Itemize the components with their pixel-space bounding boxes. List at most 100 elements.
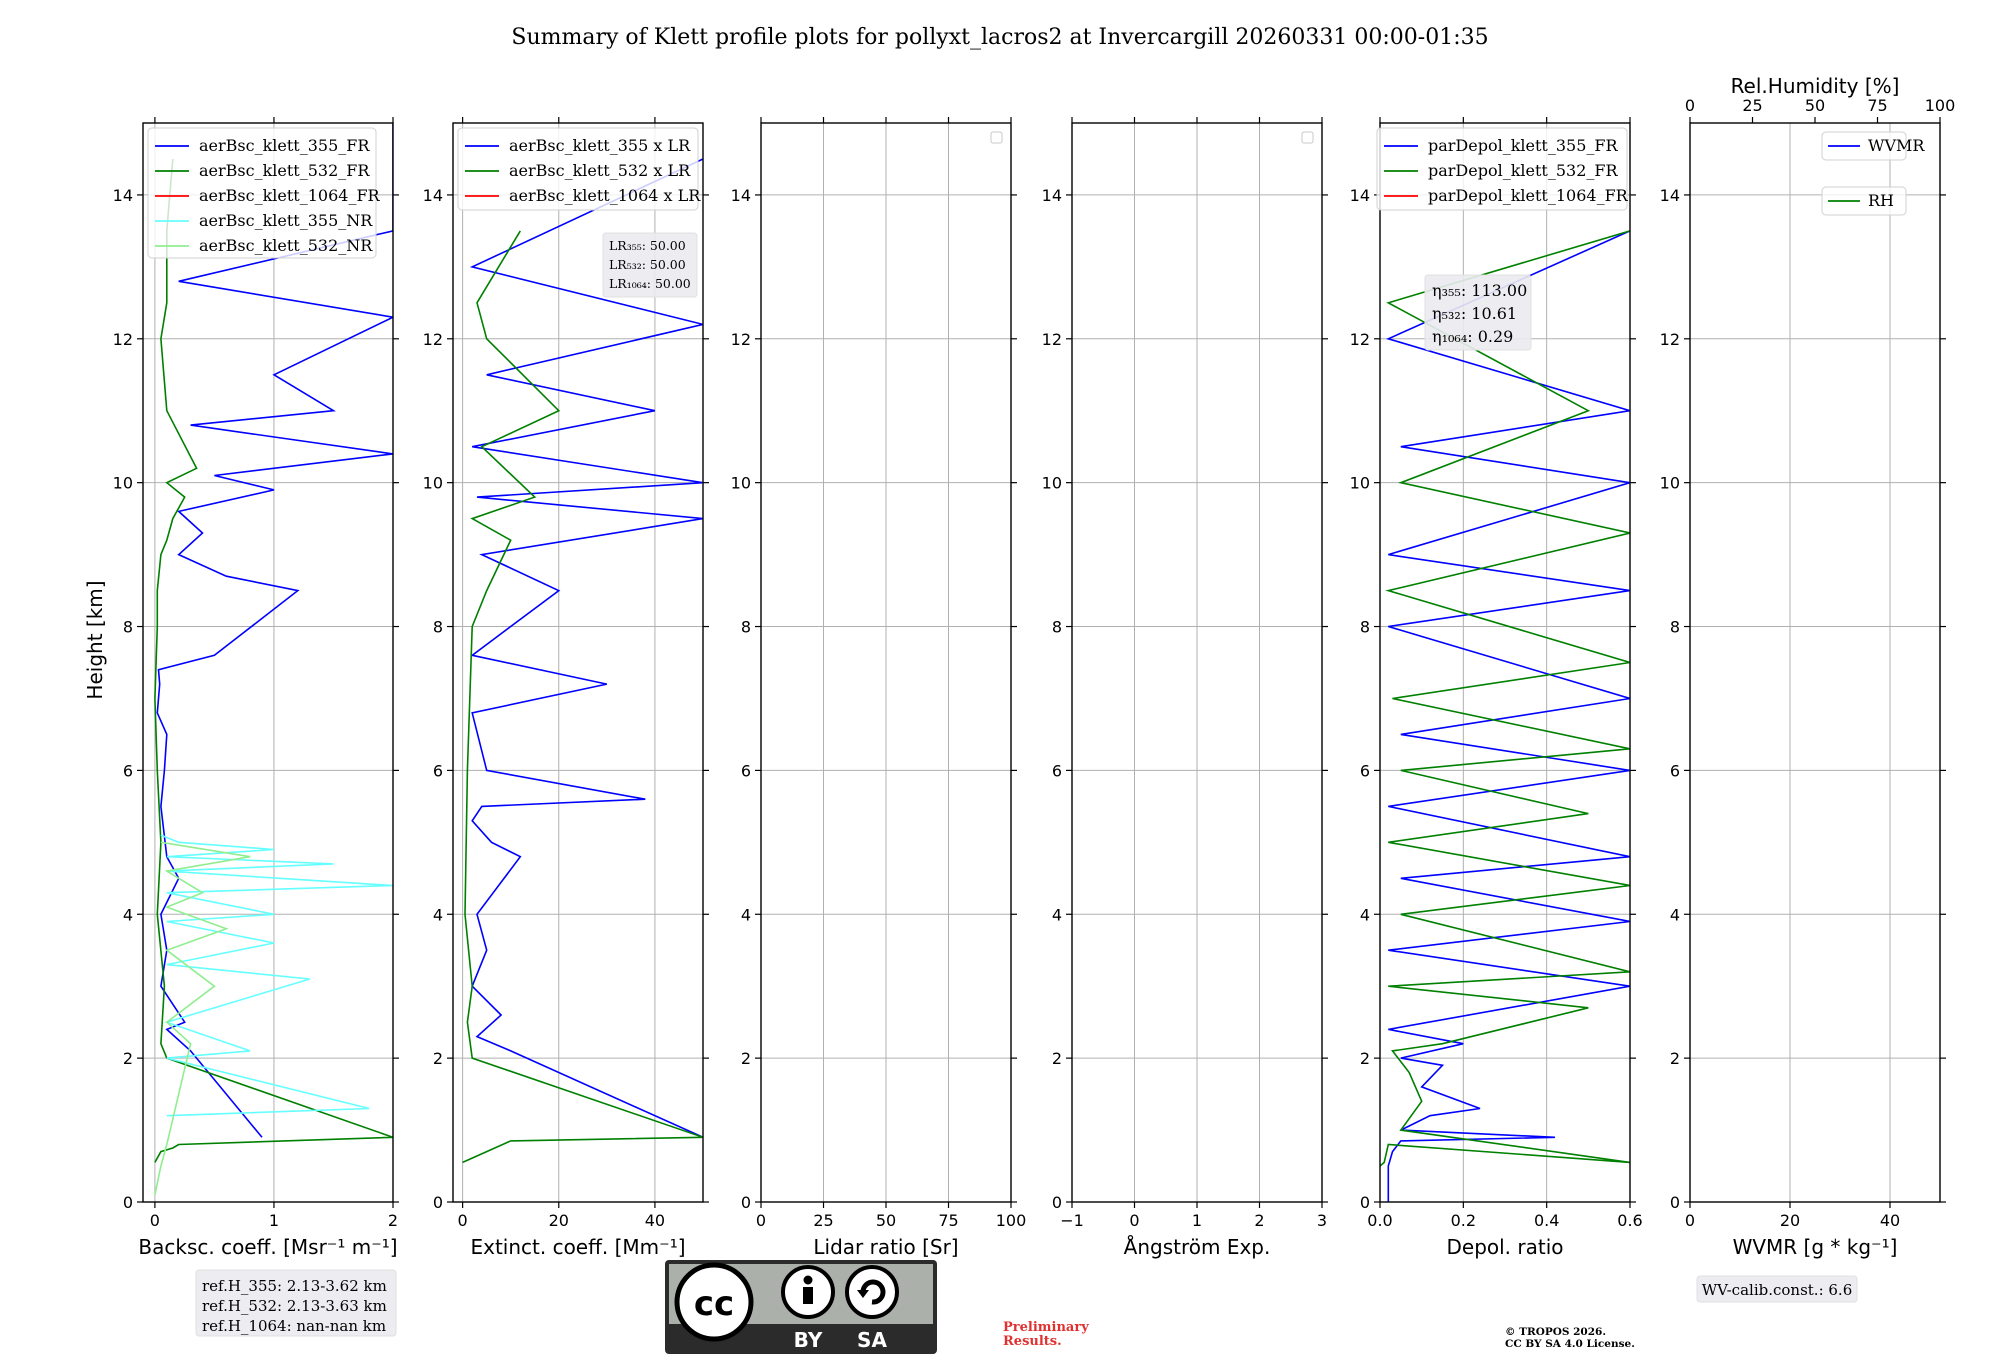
y-tick-label: 6 <box>433 761 443 780</box>
series-aerBsc_klett_355_NR <box>160 834 393 1117</box>
y-tick-label: 8 <box>123 618 133 637</box>
lidar-ratio-value: LR₃₅₅: 50.00 <box>609 238 686 253</box>
x-axis-label: Extinct. coeff. [Mm⁻¹] <box>470 1235 685 1259</box>
y-tick-label: 10 <box>1042 474 1062 493</box>
y-tick-label: 2 <box>433 1049 443 1068</box>
y-tick-label: 0 <box>741 1193 751 1212</box>
x-tick-label: 0 <box>756 1211 766 1230</box>
x-tick-label: 25 <box>813 1211 833 1230</box>
top-x-tick-label: 0 <box>1685 96 1695 115</box>
x-axis-label: Ångström Exp. <box>1124 1235 1271 1259</box>
x-axis-label: Depol. ratio <box>1446 1235 1563 1259</box>
y-tick-label: 12 <box>113 330 133 349</box>
x-tick-label: −1 <box>1060 1211 1084 1230</box>
wv-calib-box: WV-calib.const.: 6.6 <box>1696 1275 1858 1303</box>
series-parDepol_klett_532_FR <box>1380 230 1630 1167</box>
legend-label: aerBsc_klett_355_FR <box>199 136 370 155</box>
top-x-tick-label: 75 <box>1867 96 1887 115</box>
series-aerBsc_klett_355_FR <box>156 123 393 1138</box>
x-axis-label: WVMR [g * kg⁻¹] <box>1733 1235 1898 1259</box>
ref-h-532: ref.H_532: 2.13-3.63 km <box>202 1297 387 1315</box>
x-tick-label: 2 <box>388 1211 398 1230</box>
panel-depol: 0.0 0.2 0.4 0.6 0 2 4 6 8 10 12 14 Depol. ratio parDe… <box>1350 117 1643 1259</box>
x-tick-label: 0 <box>1129 1211 1139 1230</box>
empty-legend-box <box>990 131 1003 144</box>
y-tick-label: 8 <box>1360 618 1370 637</box>
legend-box <box>457 127 699 211</box>
legend-label: RH <box>1868 191 1894 210</box>
y-tick-label: 6 <box>1670 761 1680 780</box>
copyright-line-2: CC BY SA 4.0 License. <box>1505 1338 1635 1350</box>
x-tick-label: 75 <box>938 1211 958 1230</box>
ref-h-1064: ref.H_1064: nan-nan km <box>202 1317 386 1335</box>
eta-value: η₁₀₆₄: 0.29 <box>1432 327 1513 346</box>
y-tick-label: 8 <box>1670 618 1680 637</box>
y-tick-label: 14 <box>731 186 751 205</box>
x-tick-label: 0.0 <box>1367 1211 1392 1230</box>
axes-frame <box>452 122 704 1203</box>
lidar-ratio-value: LR₁₀₆₄: 50.00 <box>609 276 691 291</box>
y-tick-label: 2 <box>1052 1049 1062 1068</box>
legend-label: aerBsc_klett_1064 x LR <box>509 186 701 205</box>
y-tick-label: 0 <box>433 1193 443 1212</box>
y-tick-label: 14 <box>1042 186 1062 205</box>
ref-heights-box: ref.H_355: 2.13-3.62 km ref.H_532: 2.13-… <box>195 1269 397 1337</box>
series-aerBsc_klett_532 x LR <box>462 230 703 1164</box>
legend-label: aerBsc_klett_1064_FR <box>199 186 381 205</box>
legend-label: aerBsc_klett_355_NR <box>199 211 373 230</box>
cc-icon <box>674 1262 754 1342</box>
y-tick-label: 4 <box>741 905 751 924</box>
y-tick-label: 10 <box>423 474 443 493</box>
y-tick-label: 2 <box>1360 1049 1370 1068</box>
panel-extinction: 0 20 40 0 2 4 6 8 10 12 14 Extinct. coeff. [Mm⁻¹] ae… <box>423 117 709 1259</box>
legend-box <box>1376 127 1628 211</box>
top-x-tick-label: 100 <box>1925 96 1956 115</box>
lidar-ratio-box <box>602 232 698 298</box>
series-aerBsc_klett_532_NR <box>154 841 251 1195</box>
y-tick-label: 4 <box>1360 905 1370 924</box>
x-tick-label: 0 <box>1685 1211 1695 1230</box>
x-tick-label: 40 <box>645 1211 665 1230</box>
y-tick-label: 12 <box>1042 330 1062 349</box>
y-tick-label: 0 <box>1670 1193 1680 1212</box>
legend-label: aerBsc_klett_532_NR <box>199 236 373 255</box>
legend-label: parDepol_klett_355_FR <box>1428 136 1619 155</box>
y-tick-label: 0 <box>123 1193 133 1212</box>
y-tick-label: 10 <box>1660 474 1680 493</box>
y-tick-label: 12 <box>1660 330 1680 349</box>
series-parDepol_klett_355_FR <box>1386 230 1630 1202</box>
x-tick-label: 0.6 <box>1617 1211 1642 1230</box>
legend-box <box>1821 186 1907 216</box>
x-tick-label: 3 <box>1317 1211 1327 1230</box>
sa-label: SA <box>857 1328 887 1352</box>
y-tick-label: 14 <box>1660 186 1680 205</box>
y-tick-label: 6 <box>741 761 751 780</box>
legend-label: WVMR <box>1868 136 1925 155</box>
eta-value: η₃₅₅: 113.00 <box>1432 281 1527 300</box>
wv-calib-text: WV-calib.const.: 6.6 <box>1702 1281 1853 1299</box>
legend-label: aerBsc_klett_355 x LR <box>509 136 691 155</box>
x-tick-label: 1 <box>1192 1211 1202 1230</box>
axes-frame <box>1379 122 1631 1203</box>
axes-frame <box>1689 122 1941 1203</box>
y-tick-label: 10 <box>731 474 751 493</box>
y-axis-label: Height [km] <box>83 580 107 699</box>
y-tick-label: 12 <box>423 330 443 349</box>
y-tick-label: 0 <box>1052 1193 1062 1212</box>
x-tick-label: 20 <box>1780 1211 1800 1230</box>
x-tick-label: 50 <box>876 1211 896 1230</box>
legend-label: parDepol_klett_532_FR <box>1428 161 1619 180</box>
cc-by-sa-logo: cc BY SA <box>665 1260 937 1354</box>
x-tick-label: 100 <box>996 1211 1027 1230</box>
y-tick-label: 4 <box>1052 905 1062 924</box>
ref-h-355: ref.H_355: 2.13-3.62 km <box>202 1277 387 1295</box>
panel-wvmr: 0 20 40 0 2 4 6 8 10 12 14 WVMR [g * kg⁻¹] 0 25 50 75 10… <box>1660 74 1956 1259</box>
y-tick-label: 10 <box>1350 474 1370 493</box>
legend-box <box>147 127 377 259</box>
x-tick-label: 20 <box>549 1211 569 1230</box>
x-axis-label: Backsc. coeff. [Msr⁻¹ m⁻¹] <box>138 1235 397 1259</box>
y-tick-label: 12 <box>1350 330 1370 349</box>
